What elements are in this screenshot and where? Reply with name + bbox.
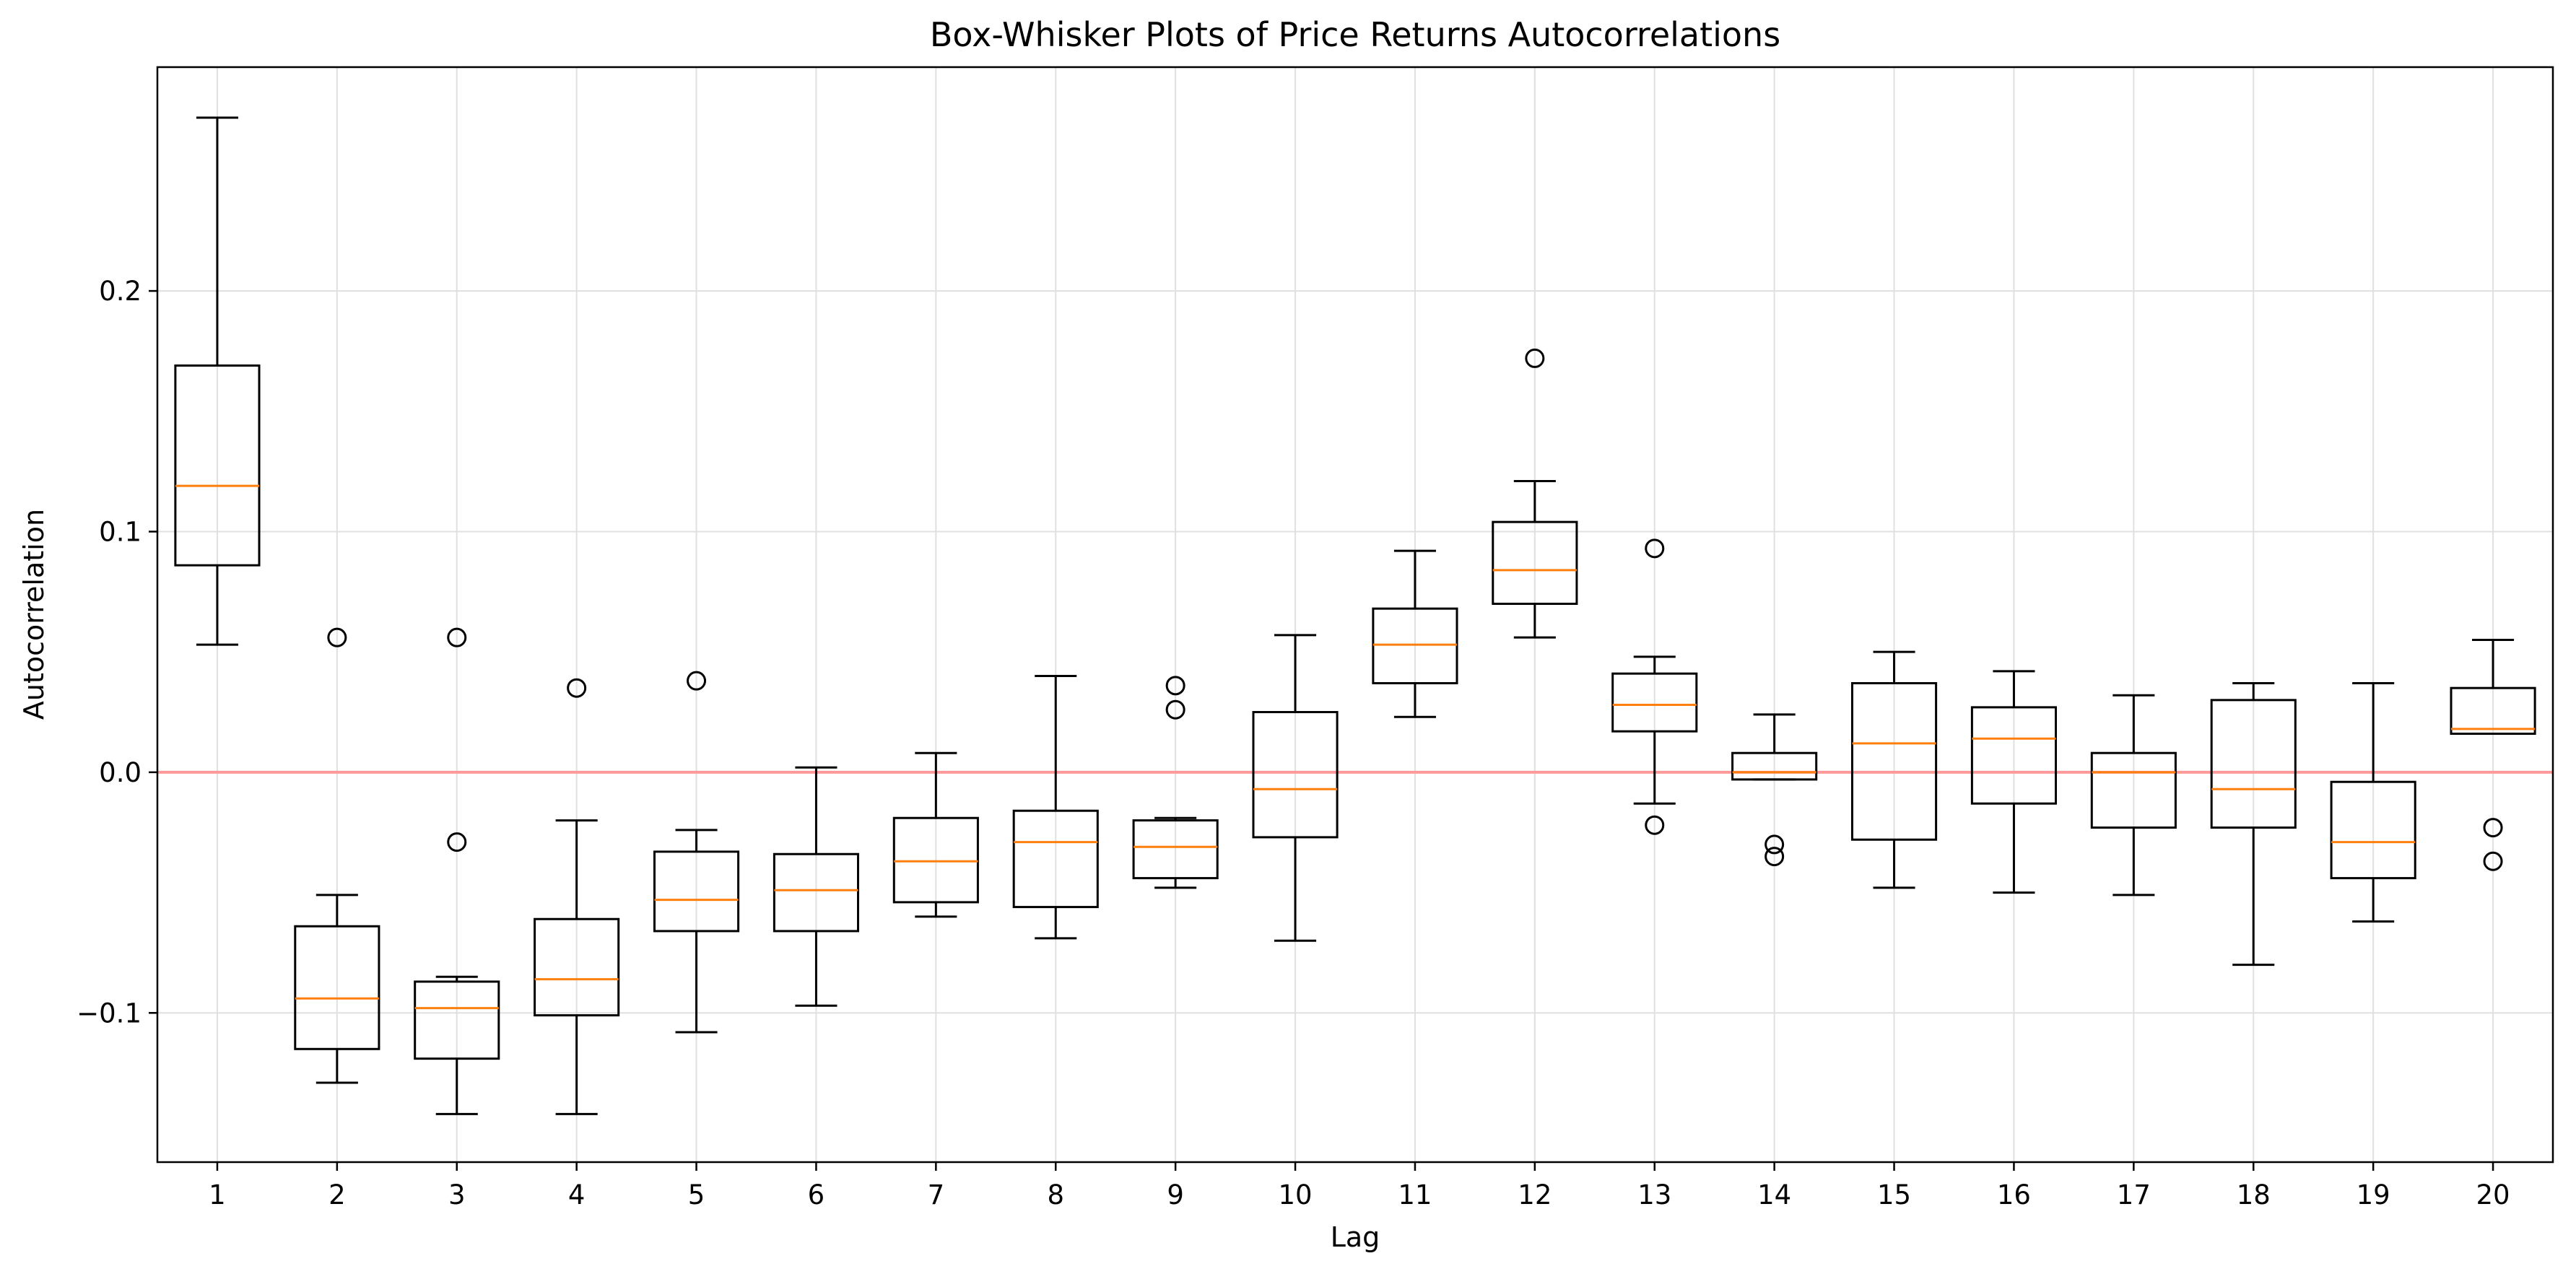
x-tick-label: 10 <box>1279 1179 1313 1210</box>
outlier-point <box>1645 815 1665 835</box>
iqr-box <box>2330 780 2416 880</box>
x-tick-label: 12 <box>1518 1179 1552 1210</box>
iqr-box <box>1132 819 1219 880</box>
box-lag-8 <box>1012 675 1099 940</box>
box-lag-18 <box>2210 682 2297 967</box>
x-tick-label: 4 <box>568 1179 586 1210</box>
y-tick-label: 0.2 <box>99 276 142 307</box>
iqr-box <box>892 816 979 904</box>
y-tick-label: 0.1 <box>99 516 142 547</box>
box-lag-15 <box>1850 650 1938 889</box>
box-lag-20 <box>2450 639 2536 871</box>
box-lag-7 <box>892 751 979 918</box>
box-lag-12 <box>1492 348 1578 639</box>
box-lag-13 <box>1611 538 1698 835</box>
iqr-box <box>773 852 860 933</box>
iqr-box <box>414 980 500 1060</box>
iqr-box <box>174 364 261 567</box>
outlier-point <box>1765 847 1785 867</box>
x-tick-label: 11 <box>1398 1179 1432 1210</box>
y-tick-label: 0.0 <box>99 757 142 788</box>
x-tick-label: 7 <box>928 1179 945 1210</box>
iqr-box <box>1372 607 1458 685</box>
x-tick-label: 6 <box>808 1179 825 1210</box>
x-tick-label: 19 <box>2357 1179 2390 1210</box>
box-lag-6 <box>773 766 860 1007</box>
x-tick-label: 1 <box>209 1179 226 1210</box>
outlier-point <box>567 678 587 698</box>
iqr-box <box>1970 706 2058 805</box>
box-lag-10 <box>1252 634 1339 942</box>
x-tick-label: 20 <box>2476 1179 2510 1210</box>
iqr-box <box>1611 672 1698 733</box>
box-lag-16 <box>1970 670 2058 894</box>
x-tick-label: 15 <box>1877 1179 1911 1210</box>
outlier-point <box>1765 834 1785 855</box>
iqr-box <box>2450 686 2536 736</box>
outlier-point <box>1165 676 1185 696</box>
box-lag-11 <box>1372 549 1458 718</box>
outlier-point <box>1165 699 1185 720</box>
outlier-point <box>687 671 707 691</box>
iqr-box <box>1492 520 1578 605</box>
x-tick-label: 5 <box>688 1179 705 1210</box>
outlier-point <box>2483 818 2503 838</box>
x-tick-label: 2 <box>328 1179 346 1210</box>
box-lag-19 <box>2330 682 2416 923</box>
x-tick-label: 8 <box>1047 1179 1064 1210</box>
x-tick-label: 17 <box>2117 1179 2151 1210</box>
box-lag-3 <box>414 627 500 1115</box>
iqr-box <box>534 917 620 1017</box>
outlier-point <box>1525 348 1545 368</box>
iqr-box <box>294 925 380 1050</box>
outlier-point <box>447 627 467 647</box>
iqr-box <box>1012 809 1099 909</box>
iqr-box <box>1731 751 1818 781</box>
iqr-box <box>1850 682 1938 841</box>
plot-frame <box>156 66 2554 1164</box>
y-axis-label: Autocorrelation <box>18 509 50 720</box>
box-lag-2 <box>294 627 380 1084</box>
outlier-point <box>2483 851 2503 871</box>
box-lag-5 <box>653 671 740 1034</box>
x-axis-label: Lag <box>1331 1221 1380 1253</box>
outlier-point <box>447 832 467 852</box>
x-tick-label: 14 <box>1757 1179 1791 1210</box>
y-tick-label: −0.1 <box>77 998 142 1029</box>
x-tick-label: 16 <box>1997 1179 2031 1210</box>
iqr-box <box>2090 751 2177 829</box>
x-tick-label: 18 <box>2237 1179 2271 1210</box>
tick-layer: 1 2 3 4 5 6 7 8 9 10 11 12 13 14 15 16 17 18 19 20−0.10.00.… <box>77 276 2510 1210</box>
x-tick-label: 13 <box>1637 1179 1671 1210</box>
outlier-point <box>1645 538 1665 559</box>
iqr-box <box>653 850 740 933</box>
iqr-box <box>1252 711 1339 839</box>
box-lag-9 <box>1132 676 1219 889</box>
chart-title: Box-Whisker Plots of Price Returns Autoc… <box>930 15 1780 54</box>
box-lag-4 <box>534 678 620 1115</box>
x-tick-label: 9 <box>1167 1179 1184 1210</box>
outlier-point <box>327 627 347 647</box>
box-lag-1 <box>174 116 261 646</box>
box-layer <box>174 116 2536 1115</box>
box-lag-17 <box>2090 694 2177 896</box>
x-tick-label: 3 <box>448 1179 466 1210</box>
iqr-box <box>2210 699 2297 829</box>
box-lag-14 <box>1731 713 1818 867</box>
